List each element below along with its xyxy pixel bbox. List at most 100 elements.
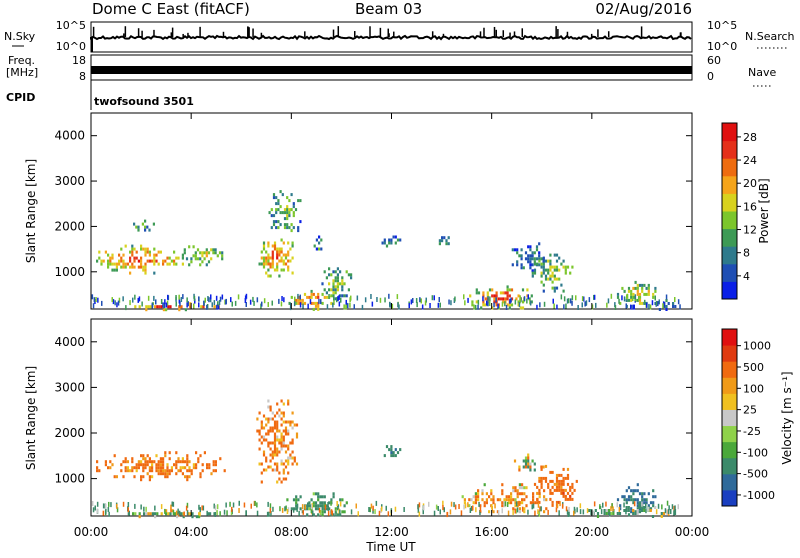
data-cell [279,190,282,194]
velocity-data-points [91,399,679,519]
data-cell [566,298,569,304]
data-cell [507,501,510,505]
data-cell [131,469,134,473]
data-cell [396,294,399,300]
data-cell [607,298,610,304]
data-cell [181,262,184,266]
data-cell [330,513,333,517]
data-cell [339,509,341,515]
data-cell [643,501,646,505]
data-cell [334,276,337,280]
nsky-tick-top: 10^5 [56,19,86,32]
data-cell [633,304,635,310]
freq-label: Freq. [8,54,35,67]
data-cell [543,498,546,502]
data-cell [332,492,335,496]
data-cell [185,505,188,511]
data-cell [306,513,309,517]
data-cell [160,305,163,309]
data-cell [641,289,644,293]
data-cell [318,298,320,304]
data-cell [562,479,565,483]
data-cell [146,463,149,467]
data-cell [672,305,675,308]
data-cell [218,251,222,255]
data-cell [162,463,165,467]
data-cell [258,429,261,433]
data-cell [530,294,533,298]
data-cell [129,265,132,269]
data-cell [157,469,160,473]
data-cell [166,262,169,266]
data-cell [308,504,311,508]
data-cell [122,262,125,266]
data-cell [173,262,176,266]
data-cell [563,304,565,310]
data-cell [170,466,173,470]
data-cell [183,248,186,252]
data-cell [388,293,390,299]
data-cell [111,262,114,266]
data-cell [627,289,631,293]
data-cell [291,241,294,245]
data-cell [347,288,350,292]
data-cell [284,444,288,448]
data-cell [674,505,676,511]
data-cell [138,512,141,516]
data-cell [534,510,536,516]
data-cell [499,498,502,502]
data-cell [558,256,561,260]
data-cell [512,498,515,502]
data-cell [293,456,296,460]
beam-label: Beam 03 [355,0,422,18]
nsky-line [90,34,692,41]
data-cell [623,296,626,302]
data-cell [528,297,531,301]
data-cell [145,305,148,309]
data-cell [553,303,555,309]
data-cell [479,507,482,512]
data-cell [304,504,306,510]
data-cell [287,265,290,269]
data-cell [287,444,290,448]
data-cell [287,250,290,254]
data-cell [153,271,156,275]
data-cell [134,503,136,509]
data-cell [273,244,277,248]
data-cell [558,479,561,483]
data-cell [217,301,219,307]
data-cell [296,506,298,512]
data-cell [600,509,603,515]
data-cell [579,509,582,515]
y-tick-label: 4000 [54,335,85,349]
data-cell [533,257,536,261]
data-cell [293,423,296,427]
data-cell [144,268,147,272]
data-cell [268,211,271,215]
data-cell [262,453,266,457]
data-cell [184,475,187,479]
data-cell [275,208,278,212]
data-cell [124,466,127,470]
data-cell [278,253,281,257]
data-cell [282,438,285,442]
data-cell [301,504,304,510]
data-cell [553,253,556,257]
data-cell [355,503,357,509]
data-cell [171,501,173,507]
data-cell [625,498,628,502]
data-cell [286,205,289,209]
data-cell [273,432,277,436]
data-cell [569,494,572,498]
data-cell [313,244,316,248]
data-cell [474,498,477,502]
data-cell [418,502,421,508]
data-cell [100,262,103,266]
data-cell [262,262,266,266]
data-cell [491,294,494,298]
data-cell [201,463,204,467]
data-cell [146,247,149,251]
data-cell [493,294,496,298]
data-cell [321,495,324,499]
data-cell [641,501,643,507]
